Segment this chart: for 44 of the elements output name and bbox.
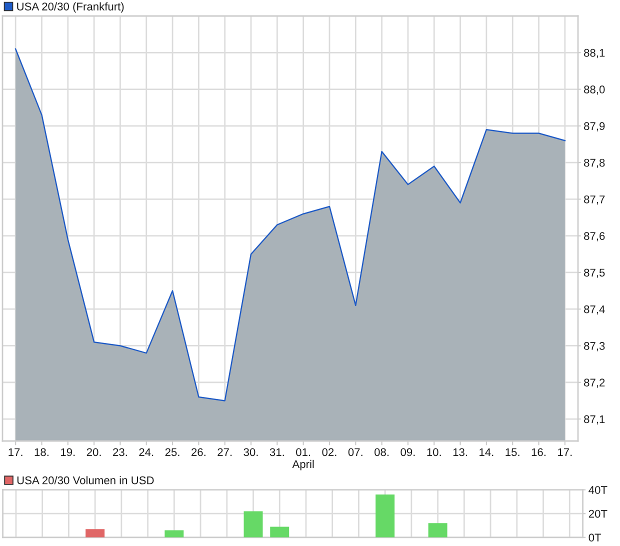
y-tick-label: 87,6: [584, 232, 605, 242]
x-tick-label: 14.: [480, 448, 494, 456]
legend-label: USA 20/30 Volumen in USD: [17, 476, 154, 484]
x-tick-label: 16.: [532, 448, 546, 456]
bar: [86, 529, 105, 538]
legend-label: USA 20/30 (Frankfurt): [17, 2, 124, 13]
y-tick-label: 0T: [588, 534, 602, 542]
x-tick-label: 07.: [348, 448, 362, 456]
y-tick-label: 87,8: [584, 158, 605, 168]
x-tick-label: 26.: [192, 448, 206, 456]
x-tick-label: 01. April: [292, 448, 314, 470]
x-tick-label: 23.: [113, 448, 127, 456]
x-tick-label: 24.: [139, 448, 154, 456]
y-tick-label: 87,2: [584, 378, 605, 388]
y-tick-label: 87,1: [584, 415, 605, 424]
x-tick-label: 25.: [165, 448, 180, 456]
x-tick-label: 18.: [34, 448, 48, 456]
x-tick-label: 30.: [244, 448, 258, 456]
x-tick-label: 19.: [61, 448, 75, 456]
x-tick-label: 20.: [86, 448, 101, 456]
y-tick-label: 40T: [588, 486, 608, 494]
y-tick-label: 87,9: [584, 122, 605, 132]
bar: [428, 523, 448, 538]
x-tick-label: 31.: [270, 448, 284, 456]
bar: [376, 494, 395, 538]
x-tick-label: 10.: [427, 448, 441, 456]
x-tick-label: 17.: [558, 448, 572, 456]
y-tick-label: 87,5: [584, 268, 605, 278]
bar: [270, 526, 290, 538]
y-tick-label: 87,7: [584, 195, 605, 205]
y-tick-label: 88,0: [584, 86, 605, 95]
x-tick-label: 13.: [453, 448, 467, 456]
bar: [164, 530, 184, 538]
y-tick-label: 20T: [588, 510, 608, 518]
x-tick-label: 02.: [322, 448, 336, 456]
x-tick-label: 17.: [8, 448, 22, 456]
y-tick-label: 87,4: [584, 305, 605, 315]
y-tick-label: 88,1: [584, 48, 605, 58]
x-tick-label: 08.: [374, 448, 389, 456]
bar: [244, 511, 263, 538]
x-tick-label: 27.: [218, 448, 232, 456]
x-tick-label: 15.: [506, 448, 520, 456]
y-tick-label: 87,3: [584, 342, 605, 352]
x-tick-label: 09.: [400, 448, 415, 456]
